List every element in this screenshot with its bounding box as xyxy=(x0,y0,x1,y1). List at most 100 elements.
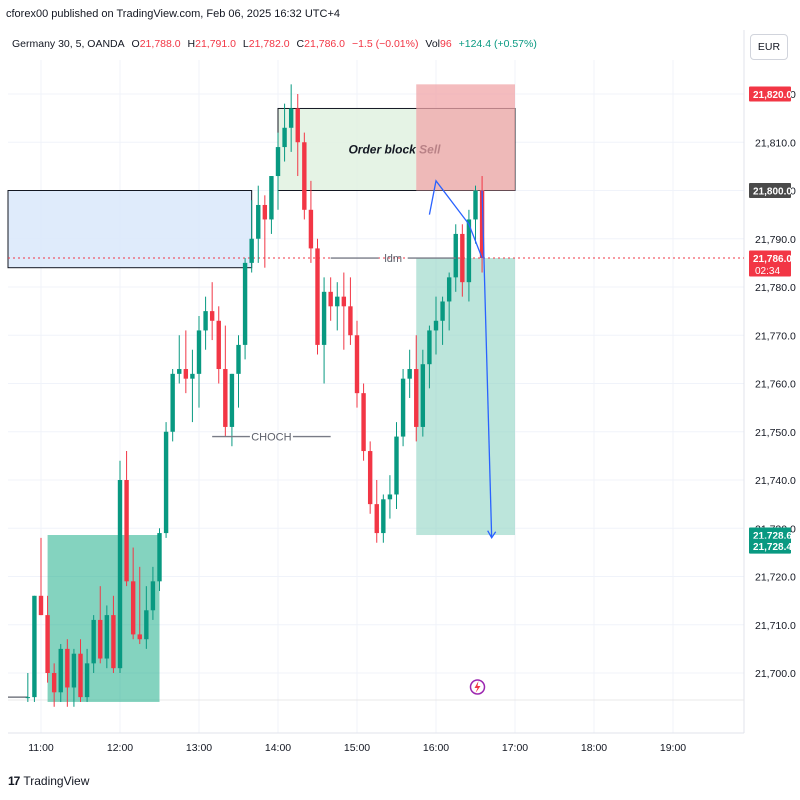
candle xyxy=(111,595,116,673)
candle-body xyxy=(341,296,347,307)
candle xyxy=(374,480,379,543)
lightning-event-icon xyxy=(469,679,486,695)
candle xyxy=(196,315,202,408)
candle xyxy=(387,475,393,519)
candle-body xyxy=(348,306,353,336)
candle xyxy=(45,595,50,683)
zone-demand-blue xyxy=(7,190,253,269)
candle-body xyxy=(400,378,406,437)
candle xyxy=(460,224,465,297)
x-tick-label: 12:00 xyxy=(107,742,133,754)
price-label-text: 21,800.0 xyxy=(753,187,792,198)
candle xyxy=(341,272,347,350)
candle-body xyxy=(209,311,215,321)
candle-body xyxy=(249,238,254,263)
candle xyxy=(440,296,445,345)
candle-body xyxy=(190,373,195,379)
candle-body xyxy=(223,369,228,427)
candle-body xyxy=(236,344,241,374)
x-tick-label: 14:00 xyxy=(265,742,291,754)
candle xyxy=(104,605,110,669)
currency-button[interactable]: EUR xyxy=(750,34,788,60)
candle-body xyxy=(407,369,412,379)
candle-body xyxy=(335,296,340,307)
brand-name: TradingView xyxy=(23,774,90,788)
ohlc-legend: Germany 30, 5, OANDA O21,788.0 H21,791.0… xyxy=(12,38,541,50)
candle xyxy=(308,180,314,263)
x-tick-label: 19:00 xyxy=(660,742,686,754)
candle xyxy=(183,330,189,394)
candle-body xyxy=(433,320,439,331)
y-tick-label: 21,790.0 xyxy=(755,234,796,246)
candle-body xyxy=(98,619,103,659)
x-tick-label: 18:00 xyxy=(581,742,607,754)
annotation-label: ldm xyxy=(384,253,402,265)
candle xyxy=(65,639,70,707)
x-tick-label: 13:00 xyxy=(186,742,212,754)
candle xyxy=(229,373,235,447)
candle xyxy=(32,595,37,702)
candle-body xyxy=(269,176,274,220)
candle xyxy=(394,422,399,509)
candle-body xyxy=(275,147,281,177)
projection-arrowhead xyxy=(487,530,497,539)
candle xyxy=(203,296,208,350)
price-label-text: 21,786.0 xyxy=(753,254,792,265)
candle-body xyxy=(394,436,399,495)
candle-body xyxy=(229,373,235,427)
change-value: −1.5 (−0.01%) xyxy=(351,38,419,50)
projection-arrow xyxy=(481,190,493,538)
candle xyxy=(25,673,31,702)
candle xyxy=(51,663,57,707)
candle xyxy=(446,272,452,331)
candle xyxy=(400,369,406,447)
candle-body xyxy=(262,204,268,220)
price-label-text: 21,728.4 xyxy=(753,542,792,553)
candle-body xyxy=(256,204,261,239)
candle xyxy=(58,644,63,702)
candle-body xyxy=(196,330,202,374)
candle xyxy=(288,84,294,152)
low-value: 21,782.0 xyxy=(248,38,290,50)
y-tick-label: 21,740.0 xyxy=(755,475,796,487)
candle xyxy=(381,494,386,543)
candle-body xyxy=(361,393,366,452)
x-tick-label: 15:00 xyxy=(344,742,370,754)
candle xyxy=(433,296,439,355)
candle-body xyxy=(51,673,57,693)
candle xyxy=(315,238,320,355)
price-label-box xyxy=(749,86,791,102)
y-tick-label: 21,720.0 xyxy=(755,572,796,584)
candle-body xyxy=(144,610,149,640)
candle-body xyxy=(157,533,162,582)
candle-body xyxy=(374,504,379,534)
candle-body xyxy=(216,320,221,370)
candle-body xyxy=(381,499,386,534)
candle-body xyxy=(71,653,77,688)
candle-body xyxy=(32,595,37,698)
published-caption: cforex00 published on TradingView.com, F… xyxy=(6,8,340,20)
candle xyxy=(348,277,353,345)
symbol-label[interactable]: Germany 30, 5, OANDA xyxy=(12,38,125,50)
candle xyxy=(282,103,287,162)
y-tick-label: 21,710.0 xyxy=(755,620,796,632)
candle xyxy=(275,132,281,210)
candle-body xyxy=(427,330,432,365)
candle xyxy=(302,132,307,220)
y-tick-label: 21,700.0 xyxy=(755,668,796,680)
x-tick-label: 11:00 xyxy=(28,742,54,754)
candle-body xyxy=(242,262,248,345)
tradingview-brand[interactable]: 17 TradingView xyxy=(8,774,89,788)
candle xyxy=(367,441,373,514)
price-label-box xyxy=(749,183,791,198)
candle-body xyxy=(183,369,189,379)
candle-body xyxy=(65,648,70,688)
candle-body xyxy=(137,634,142,640)
high-value: 21,791.0 xyxy=(195,38,236,50)
candle xyxy=(354,320,360,408)
candle-body xyxy=(130,581,136,635)
candle-body xyxy=(315,248,320,345)
candle xyxy=(144,586,149,649)
candle-body xyxy=(420,364,426,427)
